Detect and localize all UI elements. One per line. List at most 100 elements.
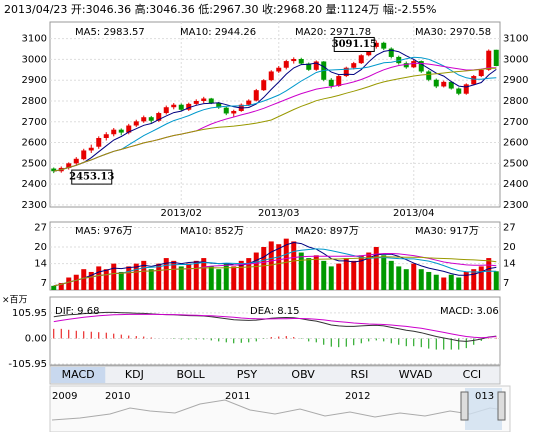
candle-body	[471, 76, 477, 85]
legend-entry: MA10: 2944.26	[180, 27, 256, 38]
ma-line	[53, 67, 497, 172]
tab[interactable]: WVAD	[399, 368, 433, 381]
volume-bar	[493, 271, 499, 290]
ma-line	[53, 56, 497, 172]
legend-entry: DIF: 9.68	[55, 306, 99, 317]
candle-body	[216, 103, 222, 108]
legend-entry: MA5: 976万	[75, 226, 132, 237]
y-tick-label: 3100	[503, 34, 528, 45]
volume-bar	[351, 260, 357, 290]
annotation-box	[333, 36, 375, 52]
y-tick-label: 20	[34, 242, 47, 253]
candle-body	[148, 117, 154, 121]
candle-body	[418, 61, 424, 72]
candle-body	[426, 71, 432, 80]
candle-body	[126, 125, 132, 133]
navigator-handle[interactable]	[497, 391, 506, 421]
volume-bar	[238, 260, 244, 290]
volume-bar	[403, 269, 409, 290]
volume-bar	[426, 271, 432, 290]
volume-bar	[246, 258, 252, 290]
volume-bar	[261, 246, 267, 290]
tab[interactable]: KDJ	[125, 368, 144, 381]
candle-body	[186, 103, 192, 110]
navigator-window[interactable]	[465, 388, 502, 430]
tab-selected[interactable]	[51, 367, 106, 383]
macd-panel	[49, 296, 501, 366]
y-tick-label: 2500	[22, 158, 47, 169]
quote-header: 2013/04/23 开:3046.36 高:3046.36 低:2967.30…	[4, 2, 436, 16]
legend-entry: MA30: 917万	[415, 226, 479, 237]
candle-body	[381, 42, 387, 49]
candle-body	[51, 168, 57, 172]
volume-bar	[51, 285, 57, 290]
volume-bar	[201, 258, 207, 290]
candle-body	[478, 69, 484, 77]
volume-bar	[328, 266, 334, 290]
y-tick-label: 2400	[503, 179, 528, 190]
navigator-year: 2010	[105, 391, 130, 402]
volume-bar	[276, 244, 282, 290]
tab[interactable]: MACD	[62, 368, 95, 381]
volume-bar	[471, 269, 477, 290]
tab[interactable]: BOLL	[176, 368, 205, 381]
navigator-handle[interactable]	[460, 391, 469, 421]
y-tick-label: 3100	[22, 34, 47, 45]
y-tick-label: 105.95	[12, 308, 47, 319]
candle-body	[441, 81, 447, 87]
volume-bar	[463, 271, 469, 290]
volume-bar	[81, 269, 87, 290]
volume-bar	[73, 274, 79, 290]
candle-body	[328, 79, 334, 87]
volume-bar	[186, 263, 192, 290]
y-tick-label: 2800	[22, 96, 47, 107]
candle-body	[276, 67, 282, 72]
candle-body	[493, 49, 499, 67]
y-tick-label: 7	[503, 278, 509, 289]
volume-bar	[418, 269, 424, 290]
volume-bar	[216, 269, 222, 290]
candle-body	[103, 134, 109, 138]
candle-body	[358, 55, 364, 64]
tab[interactable]: PSY	[237, 368, 258, 381]
volume-bar	[478, 266, 484, 290]
y-tick-label: 2600	[503, 138, 528, 149]
volume-bar	[223, 263, 229, 290]
candle-body	[73, 158, 79, 164]
volume-panel	[49, 221, 501, 291]
volume-bar	[58, 283, 64, 290]
navigator-year: 2009	[52, 391, 77, 402]
ma-line	[53, 49, 497, 172]
candle-body	[313, 61, 319, 70]
candle-body	[396, 56, 402, 64]
volume-bar	[118, 271, 124, 290]
dif-line	[53, 311, 497, 342]
volume-bar	[148, 269, 154, 290]
annotation: 2453.13	[69, 172, 114, 183]
candle-body	[403, 63, 409, 68]
candle-body	[66, 163, 72, 168]
price-panel	[49, 21, 501, 208]
y-tick-label: 2900	[22, 75, 47, 86]
tab-bar	[49, 365, 501, 385]
y-tick-label: 20	[503, 242, 516, 253]
volume-bar	[111, 263, 117, 290]
candle-body	[133, 121, 139, 126]
legend-entry: DEA: 8.15	[250, 306, 300, 317]
tab[interactable]: RSI	[350, 368, 368, 381]
tab[interactable]: CCI	[463, 368, 482, 381]
volume-bar	[253, 252, 259, 290]
volume-bar	[456, 277, 462, 290]
volume-bar	[358, 255, 364, 290]
candle-body	[343, 67, 349, 77]
x-tick-label: 2013/04	[393, 208, 435, 219]
y-tick-label: 3000	[503, 54, 528, 65]
y-tick-label: 27	[503, 223, 516, 234]
unit-label: ×百万	[2, 295, 28, 306]
volume-bar	[321, 260, 327, 290]
tab[interactable]: OBV	[291, 368, 315, 381]
candle-body	[351, 63, 357, 68]
navigator-year: 013	[475, 391, 494, 402]
legend-entry: MACD: 3.06	[440, 306, 499, 317]
y-tick-label: 2900	[503, 75, 528, 86]
